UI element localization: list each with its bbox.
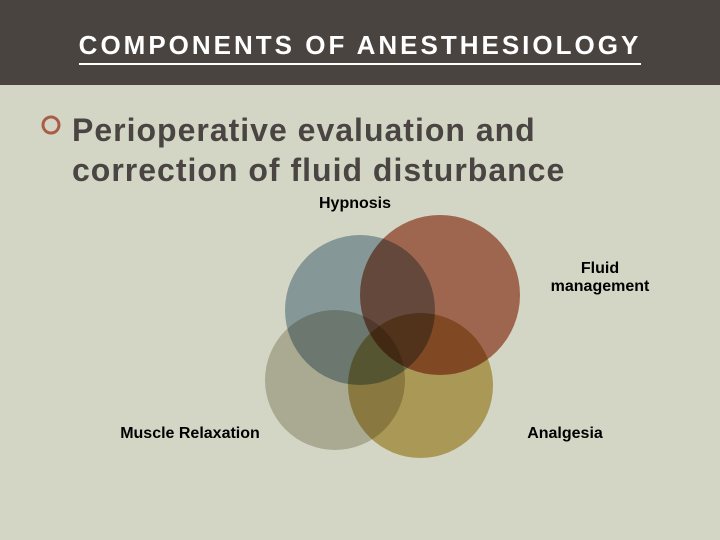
slide: COMPONENTS OF ANESTHESIOLOGY Perioperati… bbox=[0, 0, 720, 540]
bullet-text: Perioperative evaluation and correction … bbox=[72, 110, 680, 190]
slide-content: Perioperative evaluation and correction … bbox=[0, 85, 720, 500]
fluid-label: Fluid management bbox=[530, 260, 670, 296]
analgesia-label: Analgesia bbox=[505, 425, 625, 443]
slide-title: COMPONENTS OF ANESTHESIOLOGY bbox=[79, 30, 642, 65]
hypnosis-label: Hypnosis bbox=[295, 195, 415, 213]
venn-diagram: Hypnosis Fluid management Muscle Relaxatio… bbox=[40, 190, 680, 500]
venn-circle-analgesia bbox=[348, 313, 493, 458]
relaxation-label: Muscle Relaxation bbox=[105, 425, 275, 443]
bullet-item: Perioperative evaluation and correction … bbox=[40, 110, 680, 190]
slide-header: COMPONENTS OF ANESTHESIOLOGY bbox=[0, 0, 720, 85]
bullet-circle-icon bbox=[40, 114, 62, 136]
